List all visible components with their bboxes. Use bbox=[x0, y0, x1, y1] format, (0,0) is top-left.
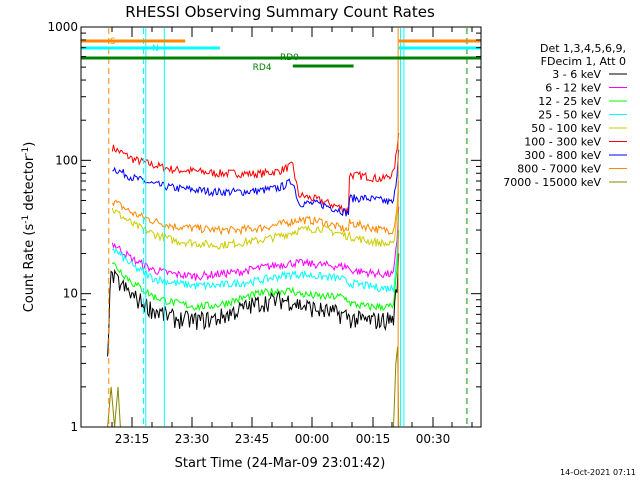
x-tick-label-0: 23:15 bbox=[115, 432, 150, 446]
series-line-1 bbox=[112, 149, 400, 217]
x-tick-label-4: 00:15 bbox=[356, 432, 391, 446]
series-line-2 bbox=[111, 180, 400, 236]
flag-label-rd0: RD0 bbox=[280, 53, 299, 63]
x-tick-label-5: 00:30 bbox=[416, 432, 451, 446]
x-axis: 23:15 23:30 23:45 00:00 00:15 00:30 bbox=[111, 27, 473, 446]
flag-label-s: S bbox=[110, 37, 116, 47]
legend-label-0: 3 - 6 keV bbox=[552, 68, 601, 81]
x-axis-label: Start Time (24-Mar-09 23:01:42) bbox=[175, 456, 386, 471]
y-axis-label-sup2: -1 bbox=[21, 147, 31, 156]
y-tick-label-0: 1 bbox=[70, 420, 78, 434]
y-axis-label-sup: -1 bbox=[21, 215, 31, 224]
flag-label-rd4: RD4 bbox=[253, 63, 272, 73]
flag-bars: S N RD0 RD4 bbox=[81, 37, 481, 73]
legend-label-1: 6 - 12 keV bbox=[545, 82, 601, 95]
series-line-7 bbox=[107, 253, 400, 357]
y-axis: 1 10 100 1000 bbox=[47, 20, 481, 434]
y-tick-label-2: 100 bbox=[55, 153, 78, 167]
y-axis-label-end: ) bbox=[22, 142, 37, 147]
legend-header-1: FDecim 1, Att 0 bbox=[541, 55, 626, 68]
legend-label-3: 25 - 50 keV bbox=[538, 109, 601, 122]
x-tick-label-3: 00:00 bbox=[295, 432, 330, 446]
series-line-0 bbox=[111, 133, 400, 214]
timestamp: 14-Oct-2021 07:11 bbox=[560, 468, 636, 477]
legend-label-5: 100 - 300 keV bbox=[524, 136, 601, 149]
y-axis-label: Count Rate (s-1 detector-1) bbox=[21, 142, 37, 313]
legend-label-8: 7000 - 15000 keV bbox=[503, 176, 601, 189]
legend-header-0: Det 1,3,4,5,6,9, bbox=[540, 42, 626, 55]
series-line-3 bbox=[111, 189, 400, 251]
time-markers bbox=[80, 28, 469, 426]
y-tick-label-1: 10 bbox=[63, 287, 78, 301]
legend-label-2: 12 - 25 keV bbox=[538, 95, 601, 108]
x-tick-label-2: 23:45 bbox=[235, 432, 270, 446]
legend-label-6: 300 - 800 keV bbox=[524, 149, 601, 162]
legend-label-7: 800 - 7000 keV bbox=[517, 163, 601, 176]
chart-title: RHESSI Observing Summary Count Rates bbox=[125, 3, 435, 21]
flag-label-n: N bbox=[152, 44, 159, 54]
data-layer bbox=[107, 133, 400, 427]
series-line-6 bbox=[111, 230, 400, 312]
x-tick-label-1: 23:30 bbox=[175, 432, 210, 446]
series-line-5 bbox=[112, 213, 400, 293]
plot-frame bbox=[80, 26, 482, 428]
y-axis-label-mid: detector bbox=[22, 155, 37, 215]
series-line-8 bbox=[107, 346, 400, 427]
legend-label-4: 50 - 100 keV bbox=[531, 122, 601, 135]
y-tick-label-3: 1000 bbox=[47, 20, 78, 34]
series-line-4 bbox=[111, 206, 400, 281]
legend: Det 1,3,4,5,6,9,FDecim 1, Att 03 - 6 keV… bbox=[503, 42, 627, 189]
y-axis-label-main: Count Rate (s bbox=[22, 224, 37, 313]
